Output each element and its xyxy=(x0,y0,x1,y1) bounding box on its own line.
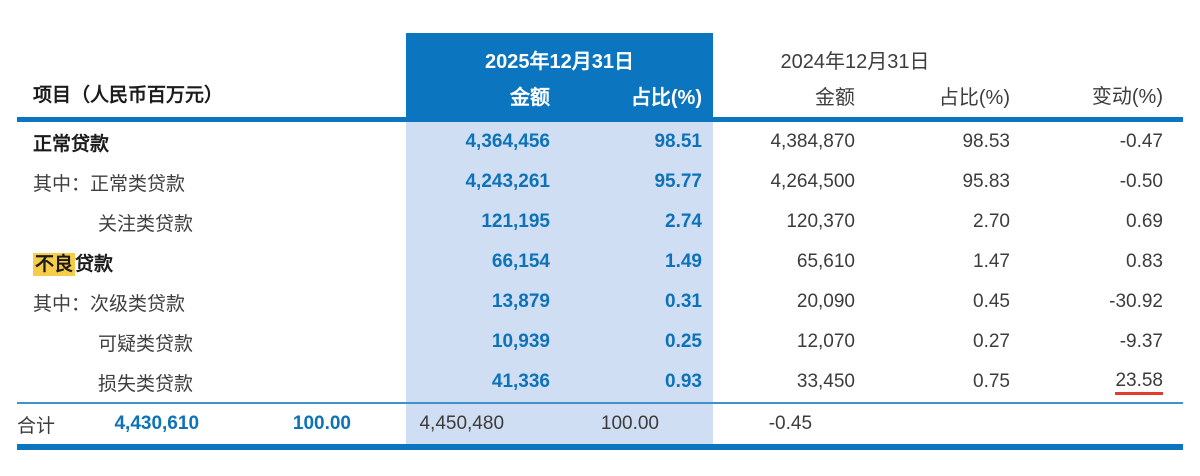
table-body: 正常贷款 4,364,456 98.51 4,384,870 98.53 -0.… xyxy=(17,122,1183,402)
current-amount: 4,364,456 xyxy=(465,131,550,152)
header-divider-line xyxy=(17,117,1183,122)
items-column-header-label: 项目（人民币百万元） xyxy=(33,85,224,106)
change-pct: -0.47 xyxy=(1119,131,1163,152)
current-period-date: 2025年12月31日 xyxy=(485,50,634,73)
prior-amount-header: 金额 xyxy=(815,87,855,109)
current-amount: 41,336 xyxy=(491,371,550,392)
table-row-pass-loans: 其中：正常类贷款 4,243,261 95.77 4,264,500 95.83… xyxy=(17,162,1183,202)
table-row-special-mention-loans: 关注类贷款 121,195 2.74 120,370 2.70 0.69 xyxy=(17,202,1183,242)
items-column-header: 项目（人民币百万元） xyxy=(17,33,406,117)
row-label: 可疑类贷款 xyxy=(98,333,194,355)
current-period-highlight-band xyxy=(406,117,713,444)
table-header: 项目（人民币百万元） 2025年12月31日 金额 占比(%) 2024年12月… xyxy=(17,33,1183,117)
prior-pct: 2.70 xyxy=(973,211,1010,232)
total-divider-line xyxy=(17,402,1183,404)
row-label: 不良 贷款 xyxy=(17,249,406,276)
change-pct: -9.37 xyxy=(1119,331,1163,352)
prior-period-date: 2024年12月31日 xyxy=(780,50,930,73)
row-label: 其中：正常类贷款 xyxy=(33,173,186,195)
current-pct: 95.77 xyxy=(654,171,702,192)
prior-pct: 95.83 xyxy=(962,171,1010,192)
current-amount: 4,243,261 xyxy=(465,171,550,192)
current-pct: 98.51 xyxy=(654,131,702,152)
row-label: 其中：次级类贷款 xyxy=(33,293,186,315)
current-pct-header: 占比(%) xyxy=(630,87,702,109)
table-row-doubtful-loans: 可疑类贷款 10,939 0.25 12,070 0.27 -9.37 xyxy=(17,322,1183,362)
row-label-rest: 贷款 xyxy=(75,253,114,275)
prior-period-header: 2024年12月31日 金额 占比(%) xyxy=(713,33,1023,117)
prior-amount: 4,450,480 xyxy=(419,413,505,434)
current-pct: 0.93 xyxy=(665,371,702,392)
prior-pct: 0.27 xyxy=(973,331,1010,352)
table-row-total: 合计 4,430,610 100.00 4,450,480 100.00 -0.… xyxy=(17,404,1183,444)
prior-pct: 100.00 xyxy=(600,413,660,434)
prior-pct: 0.45 xyxy=(973,291,1010,312)
current-pct: 0.31 xyxy=(665,291,702,312)
prior-amount: 4,264,500 xyxy=(770,171,855,192)
current-pct: 2.74 xyxy=(665,211,702,232)
current-amount: 4,430,610 xyxy=(114,413,200,434)
current-pct: 100.00 xyxy=(292,413,352,434)
prior-pct: 98.53 xyxy=(962,131,1010,152)
current-period-header: 2025年12月31日 金额 占比(%) xyxy=(406,33,713,117)
change-pct: 23.58 xyxy=(1023,370,1183,395)
current-amount: 10,939 xyxy=(491,331,550,352)
prior-amount: 65,610 xyxy=(796,251,855,272)
table-row-npl: 不良 贷款 66,154 1.49 65,610 1.47 0.83 xyxy=(17,242,1183,282)
change-pct: -0.45 xyxy=(768,413,813,434)
prior-amount: 12,070 xyxy=(796,331,855,352)
table-row-loss-loans: 损失类贷款 41,336 0.93 33,450 0.75 23.58 xyxy=(17,362,1183,402)
row-label: 合计 xyxy=(17,415,56,437)
current-amount-header: 金额 xyxy=(510,87,550,109)
table-row-substandard-loans: 其中：次级类贷款 13,879 0.31 20,090 0.45 -30.92 xyxy=(17,282,1183,322)
current-period-header-box xyxy=(406,33,713,117)
prior-amount: 20,090 xyxy=(796,291,855,312)
change-pct: -0.50 xyxy=(1119,171,1163,192)
change-column-header: 变动(%) xyxy=(1091,86,1163,108)
highlighted-text: 不良 xyxy=(33,252,76,276)
row-label: 正常贷款 xyxy=(33,133,110,155)
current-pct: 0.25 xyxy=(665,331,702,352)
prior-pct-header: 占比(%) xyxy=(938,87,1010,109)
row-label: 损失类贷款 xyxy=(98,373,194,395)
current-amount: 13,879 xyxy=(491,291,550,312)
prior-pct: 0.75 xyxy=(973,371,1010,392)
prior-amount: 120,370 xyxy=(786,211,855,232)
prior-amount: 4,384,870 xyxy=(770,131,855,152)
loan-classification-table: 项目（人民币百万元） 2025年12月31日 金额 占比(%) 2024年12月… xyxy=(17,0,1183,460)
change-pct: 0.83 xyxy=(1126,251,1163,272)
row-label: 关注类贷款 xyxy=(98,213,194,235)
current-amount: 121,195 xyxy=(481,211,550,232)
current-amount: 66,154 xyxy=(491,251,550,272)
prior-amount: 33,450 xyxy=(796,371,855,392)
table-row-normal-loans: 正常贷款 4,364,456 98.51 4,384,870 98.53 -0.… xyxy=(17,122,1183,162)
prior-pct: 1.47 xyxy=(973,251,1010,272)
change-pct: 0.69 xyxy=(1126,211,1163,232)
red-underlined-value: 23.58 xyxy=(1115,370,1163,395)
current-pct: 1.49 xyxy=(665,251,702,272)
change-pct: -30.92 xyxy=(1109,291,1163,312)
table-bottom-line xyxy=(17,444,1183,450)
